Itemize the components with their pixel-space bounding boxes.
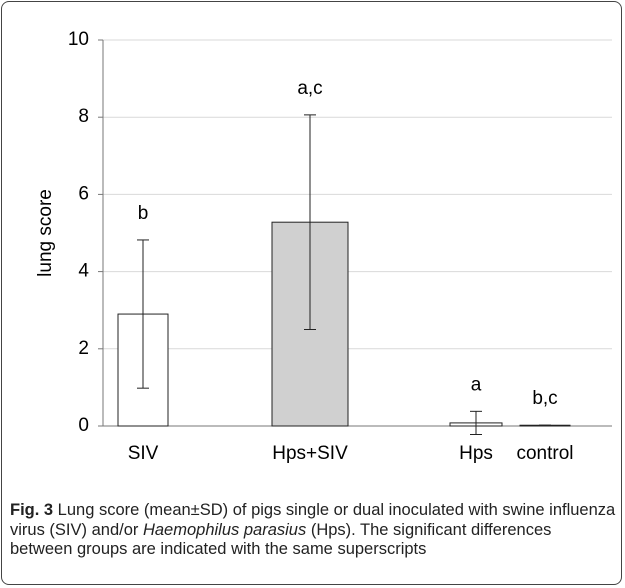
- y-tick-label: 8: [78, 106, 89, 127]
- x-tick-label: control: [516, 443, 573, 464]
- chart: lung score 0 2 4 6 8 10 SIV b Hps+SIV a,c Hps a cont…: [35, 29, 612, 464]
- y-tick-label: 0: [78, 415, 89, 436]
- y-tick-label: 2: [78, 338, 89, 359]
- annotation: a,c: [297, 78, 322, 99]
- caption-text: (Hps). The significant differences betwe…: [10, 520, 552, 559]
- y-tick-label: 6: [78, 183, 89, 204]
- caption-label: Fig. 3: [10, 501, 54, 519]
- y-axis-label: lung score: [35, 189, 56, 277]
- x-tick-label: Hps: [459, 443, 493, 464]
- caption-text: Lung score (mean±SD) of pigs single or d…: [10, 501, 616, 539]
- y-tick-label: 4: [78, 261, 89, 282]
- caption: Fig. 3 Lung score (mean±SD) of pigs sing…: [10, 501, 616, 560]
- x-tick-label: Hps+SIV: [272, 443, 348, 464]
- y-tick-label: 10: [68, 29, 89, 50]
- annotation: b: [138, 203, 149, 224]
- x-tick-label: SIV: [128, 443, 159, 464]
- caption-italic: Haemophilus parasius: [142, 520, 307, 539]
- annotation: b,c: [532, 388, 557, 409]
- annotation: a: [471, 374, 482, 395]
